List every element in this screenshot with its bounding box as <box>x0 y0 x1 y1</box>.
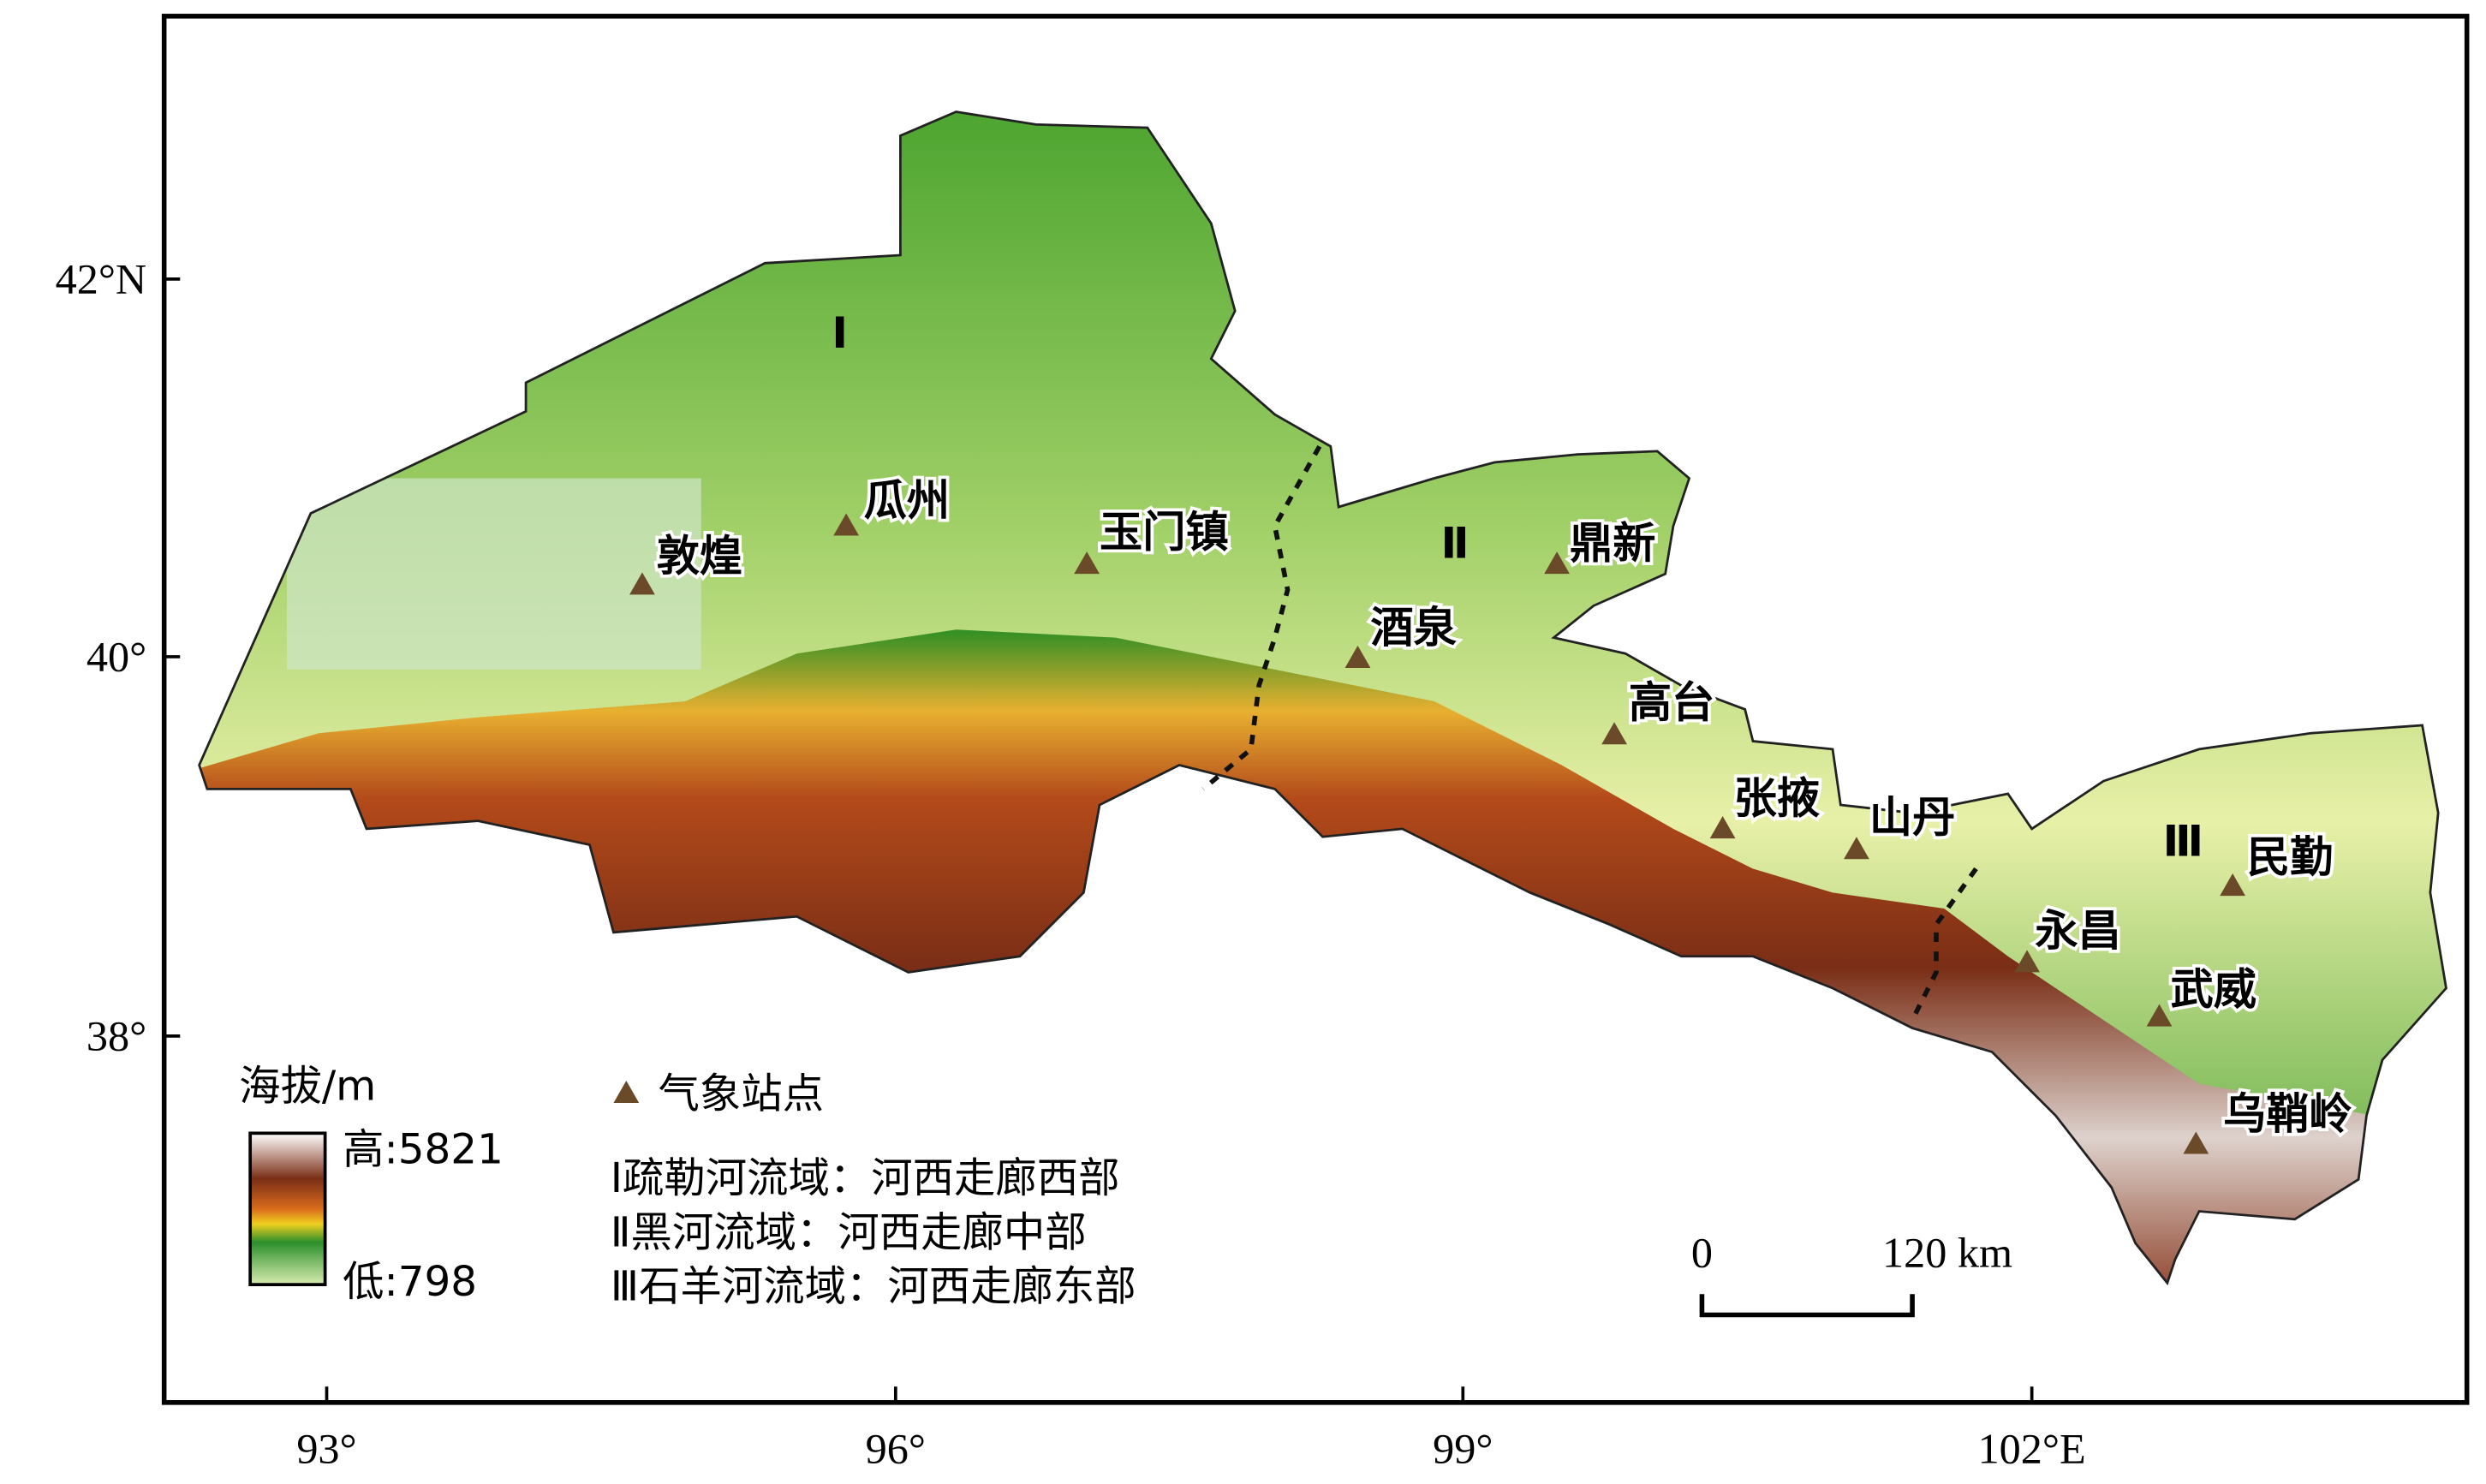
legend-low: 低:798 <box>343 1258 477 1306</box>
x-tick-label: 102°E <box>1978 1425 2086 1473</box>
station-marker <box>629 572 655 595</box>
station-label: 民勤 <box>2247 831 2333 882</box>
elevation-colorbar <box>248 1131 327 1286</box>
station-label: 乌鞘岭 <box>2223 1088 2352 1139</box>
legend-basin: Ⅲ石羊河流域：河西走廊东部 <box>611 1263 1136 1311</box>
legend-high: 高:5821 <box>343 1126 504 1174</box>
legend-basin: Ⅱ黑河流域：河西走廊中部 <box>611 1208 1087 1256</box>
station-label: 武威 <box>2171 964 2256 1015</box>
station-label: 鼎新 <box>1570 518 1655 569</box>
scale-label: 120 km <box>1882 1229 2012 1277</box>
station-marker <box>1601 722 1627 745</box>
station-marker <box>2146 1004 2173 1027</box>
legend-basin: Ⅰ疏勒河流域：河西走廊西部 <box>611 1154 1120 1202</box>
region-label: Ⅰ <box>832 307 848 358</box>
station-label: 永昌 <box>2035 905 2120 956</box>
station-marker <box>2183 1131 2209 1154</box>
station-marker <box>2220 873 2246 897</box>
y-tick-label: 40° <box>86 633 146 681</box>
x-tick-label: 96° <box>866 1425 926 1473</box>
station-marker <box>1844 837 1869 860</box>
station-label: 张掖 <box>1734 772 1820 823</box>
station-marker <box>2014 950 2040 973</box>
legend-station-marker <box>613 1080 640 1103</box>
y-tick-label: 38° <box>86 1012 146 1060</box>
station-label: 山丹 <box>1869 792 1955 843</box>
legend-station: 气象站点 <box>659 1070 825 1118</box>
station-label: 玉门镇 <box>1100 507 1229 557</box>
basin-boundary <box>1910 867 1978 1022</box>
station-label: 高台 <box>1629 677 1714 728</box>
station-label: 酒泉 <box>1370 602 1457 653</box>
region-label: Ⅱ <box>1440 518 1469 569</box>
station-marker <box>1544 551 1570 575</box>
station-marker <box>1344 645 1371 668</box>
station-marker <box>1074 551 1100 575</box>
station-label: 敦煌 <box>657 530 742 581</box>
scale-bar <box>1699 1294 1915 1318</box>
region-label: Ⅲ <box>2163 816 2203 867</box>
scale-label: 0 <box>1691 1229 1713 1277</box>
station-marker <box>1709 816 1736 839</box>
x-tick-label: 93° <box>296 1425 356 1473</box>
y-tick-label: 42°N <box>56 255 147 303</box>
legend-title: 海拔/m <box>239 1062 376 1110</box>
lowland <box>286 478 701 670</box>
x-tick-label: 99° <box>1433 1425 1493 1473</box>
station-label: 瓜州 <box>864 474 950 525</box>
station-marker <box>833 513 860 536</box>
map-frame <box>161 14 2470 1405</box>
frame-ticks <box>164 277 2034 1403</box>
